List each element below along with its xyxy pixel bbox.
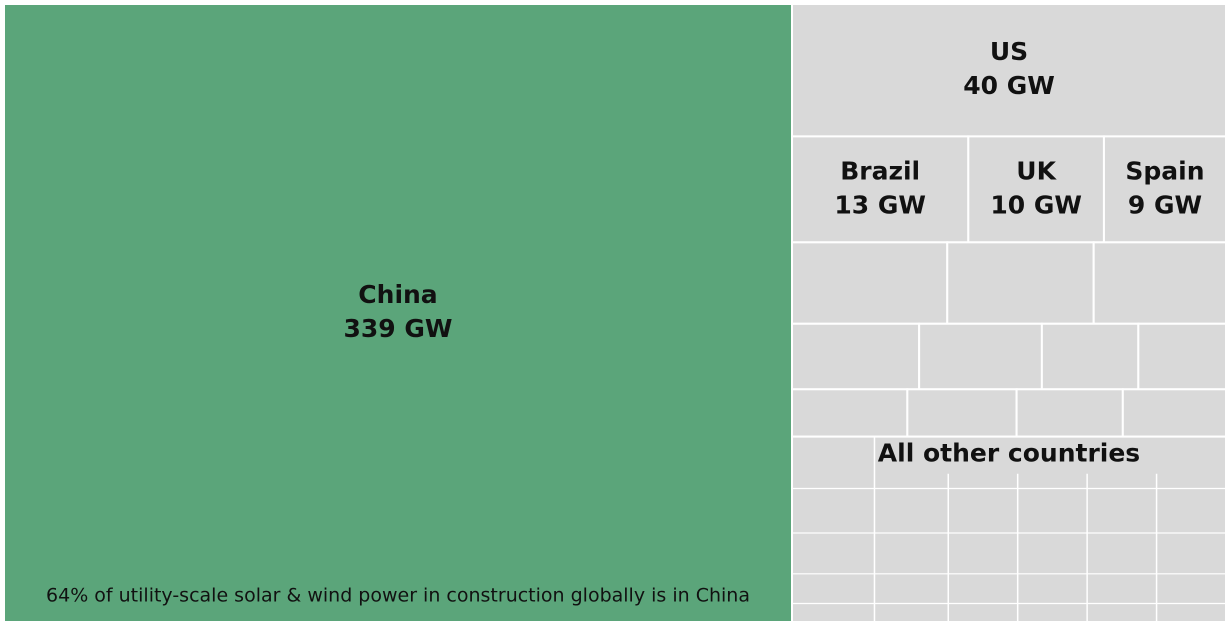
tile-value-label: 13 GW [834, 190, 926, 219]
tile-label: Spain [1125, 156, 1204, 185]
tile [1137, 322, 1227, 391]
tile-label: UK [1016, 156, 1057, 185]
tile [791, 3, 1227, 138]
tile [1092, 241, 1227, 325]
tile-label: US [990, 37, 1028, 66]
annotation: 64% of utility-scale solar & wind power … [46, 585, 750, 607]
tile-value-label: 339 GW [344, 314, 453, 343]
tile [918, 322, 1043, 391]
tile [967, 135, 1105, 244]
tile [791, 388, 909, 438]
tile-label: China [358, 280, 437, 309]
tile-label: All other countries [878, 439, 1140, 468]
tile-value-label: 9 GW [1128, 190, 1202, 219]
tile-value-label: 10 GW [990, 190, 1082, 219]
tile [1102, 135, 1227, 244]
tile [791, 322, 921, 391]
tile-label: Brazil [840, 156, 920, 185]
tile [946, 241, 1095, 325]
tile [3, 3, 794, 623]
tile [791, 135, 970, 244]
tile [1040, 322, 1140, 391]
tile [791, 241, 949, 325]
tile-value-label: 40 GW [963, 71, 1055, 100]
tile [906, 388, 1018, 438]
tile [1015, 388, 1124, 438]
tile [1121, 388, 1227, 438]
tile [791, 435, 1227, 623]
